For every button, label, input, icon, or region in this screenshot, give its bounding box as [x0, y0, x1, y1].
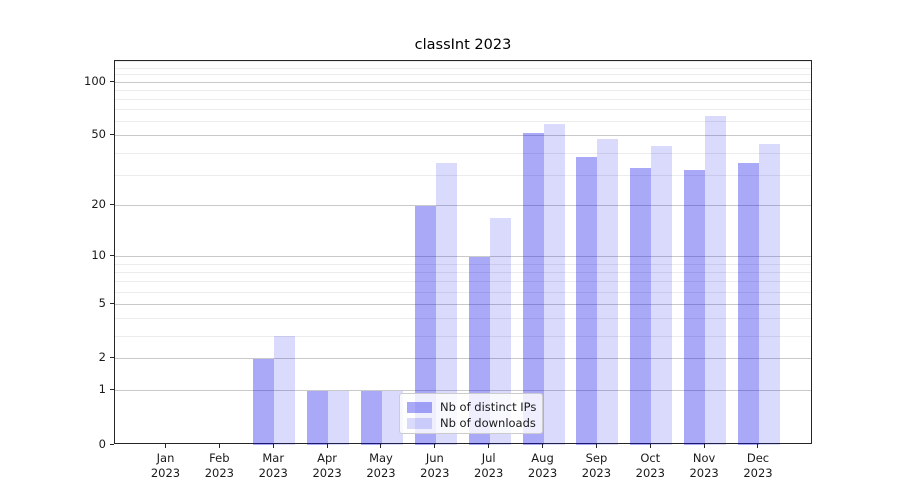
bar-downloads-nov — [705, 115, 727, 445]
y-tick-label: 10 — [91, 248, 106, 262]
x-tick-mark — [272, 444, 274, 448]
x-tick-mark — [434, 444, 436, 448]
plot-area: Nb of distinct IPs Nb of downloads — [114, 60, 812, 445]
bar-downloads-jul — [489, 217, 511, 445]
y-tick-label: 100 — [84, 73, 106, 88]
legend-row-distinct-ips: Nb of distinct IPs — [407, 399, 537, 415]
x-tick-label: Sep 2023 — [581, 451, 612, 480]
y-tick-label: 50 — [91, 127, 106, 142]
y-tick-mark — [110, 389, 114, 390]
x-tick-mark — [218, 444, 220, 448]
x-tick-mark — [488, 444, 490, 448]
bar-distinct-ips-sep — [576, 157, 598, 445]
x-tick-mark — [649, 444, 651, 448]
x-tick-mark — [326, 444, 328, 448]
bar-distinct-ips-mar — [253, 358, 275, 445]
legend-swatch-downloads — [407, 417, 432, 429]
y-gridline-major — [115, 135, 811, 137]
y-gridline-minor — [115, 263, 811, 265]
legend-swatch-distinct-ips — [407, 401, 432, 413]
y-tick-mark — [110, 80, 114, 82]
bar-downloads-mar — [274, 336, 296, 445]
y-tick-label: 0 — [98, 436, 106, 451]
x-tick-mark — [595, 444, 597, 448]
y-gridline-major — [115, 81, 811, 83]
bar-distinct-ips-oct — [630, 167, 652, 445]
y-gridline-minor — [115, 291, 811, 293]
x-tick-label: Feb 2023 — [204, 451, 234, 480]
bar-downloads-oct — [651, 145, 673, 445]
y-gridline-major — [115, 358, 811, 360]
x-tick-label: Jun 2023 — [420, 451, 450, 480]
legend: Nb of distinct IPs Nb of downloads — [399, 393, 543, 434]
x-tick-mark — [380, 444, 382, 448]
y-tick-mark — [110, 443, 114, 445]
y-gridline-minor — [115, 121, 811, 123]
y-gridline-minor — [115, 317, 811, 319]
bar-distinct-ips-apr — [307, 390, 329, 445]
y-gridline-minor — [115, 152, 811, 154]
bar-distinct-ips-nov — [684, 170, 706, 445]
y-gridline-minor — [115, 271, 811, 273]
bar-distinct-ips-jun — [414, 205, 436, 445]
x-tick-label: May 2023 — [366, 451, 396, 480]
x-tick-label: Dec 2023 — [743, 451, 773, 480]
y-gridline-minor — [115, 281, 811, 283]
y-tick-mark — [110, 357, 114, 359]
x-tick-label: Aug 2023 — [527, 451, 558, 480]
y-gridline-major — [115, 390, 811, 391]
bar-downloads-may — [381, 390, 403, 445]
chart-title: classInt 2023 — [414, 37, 512, 53]
y-tick-label: 1 — [98, 382, 106, 396]
y-tick-mark — [110, 204, 114, 206]
x-tick-label: Oct 2023 — [635, 451, 665, 480]
y-gridline-minor — [115, 99, 811, 101]
y-tick-label: 5 — [98, 295, 106, 310]
y-gridline-minor — [115, 74, 811, 76]
bar-downloads-apr — [328, 390, 350, 445]
bar-downloads-jun — [435, 163, 457, 445]
bar-downloads-sep — [597, 139, 619, 445]
bar-distinct-ips-may — [360, 390, 382, 445]
x-tick-label: Jul 2023 — [474, 451, 504, 480]
y-gridline-major — [115, 205, 811, 207]
x-tick-label: Apr 2023 — [312, 451, 342, 480]
bar-downloads-aug — [543, 124, 565, 445]
y-gridline-minor — [115, 335, 811, 337]
x-tick-mark — [703, 444, 705, 448]
legend-label-downloads: Nb of downloads — [440, 416, 536, 430]
x-tick-mark — [542, 444, 544, 448]
y-gridline-minor — [115, 174, 811, 176]
x-tick-mark — [757, 444, 759, 448]
y-gridline-minor — [115, 89, 811, 91]
y-gridline-minor — [115, 67, 811, 69]
y-tick-label: 2 — [98, 350, 106, 365]
y-tick-mark — [110, 255, 114, 256]
x-tick-label: Jan 2023 — [150, 451, 181, 480]
bar-downloads-dec — [758, 144, 780, 445]
y-gridline-minor — [115, 109, 811, 111]
x-tick-mark — [165, 444, 166, 448]
y-tick-mark — [110, 134, 114, 136]
y-gridline-major — [115, 256, 811, 257]
bar-distinct-ips-dec — [737, 163, 759, 445]
legend-row-downloads: Nb of downloads — [407, 415, 536, 431]
y-tick-label: 20 — [91, 197, 106, 212]
y-gridline-minor — [115, 61, 811, 63]
x-tick-label: Nov 2023 — [689, 451, 719, 480]
y-gridline-major — [115, 303, 811, 305]
bar-distinct-ips-aug — [522, 132, 544, 445]
y-tick-mark — [110, 302, 114, 304]
legend-label-distinct-ips: Nb of distinct IPs — [440, 400, 537, 414]
x-tick-label: Mar 2023 — [258, 451, 288, 480]
